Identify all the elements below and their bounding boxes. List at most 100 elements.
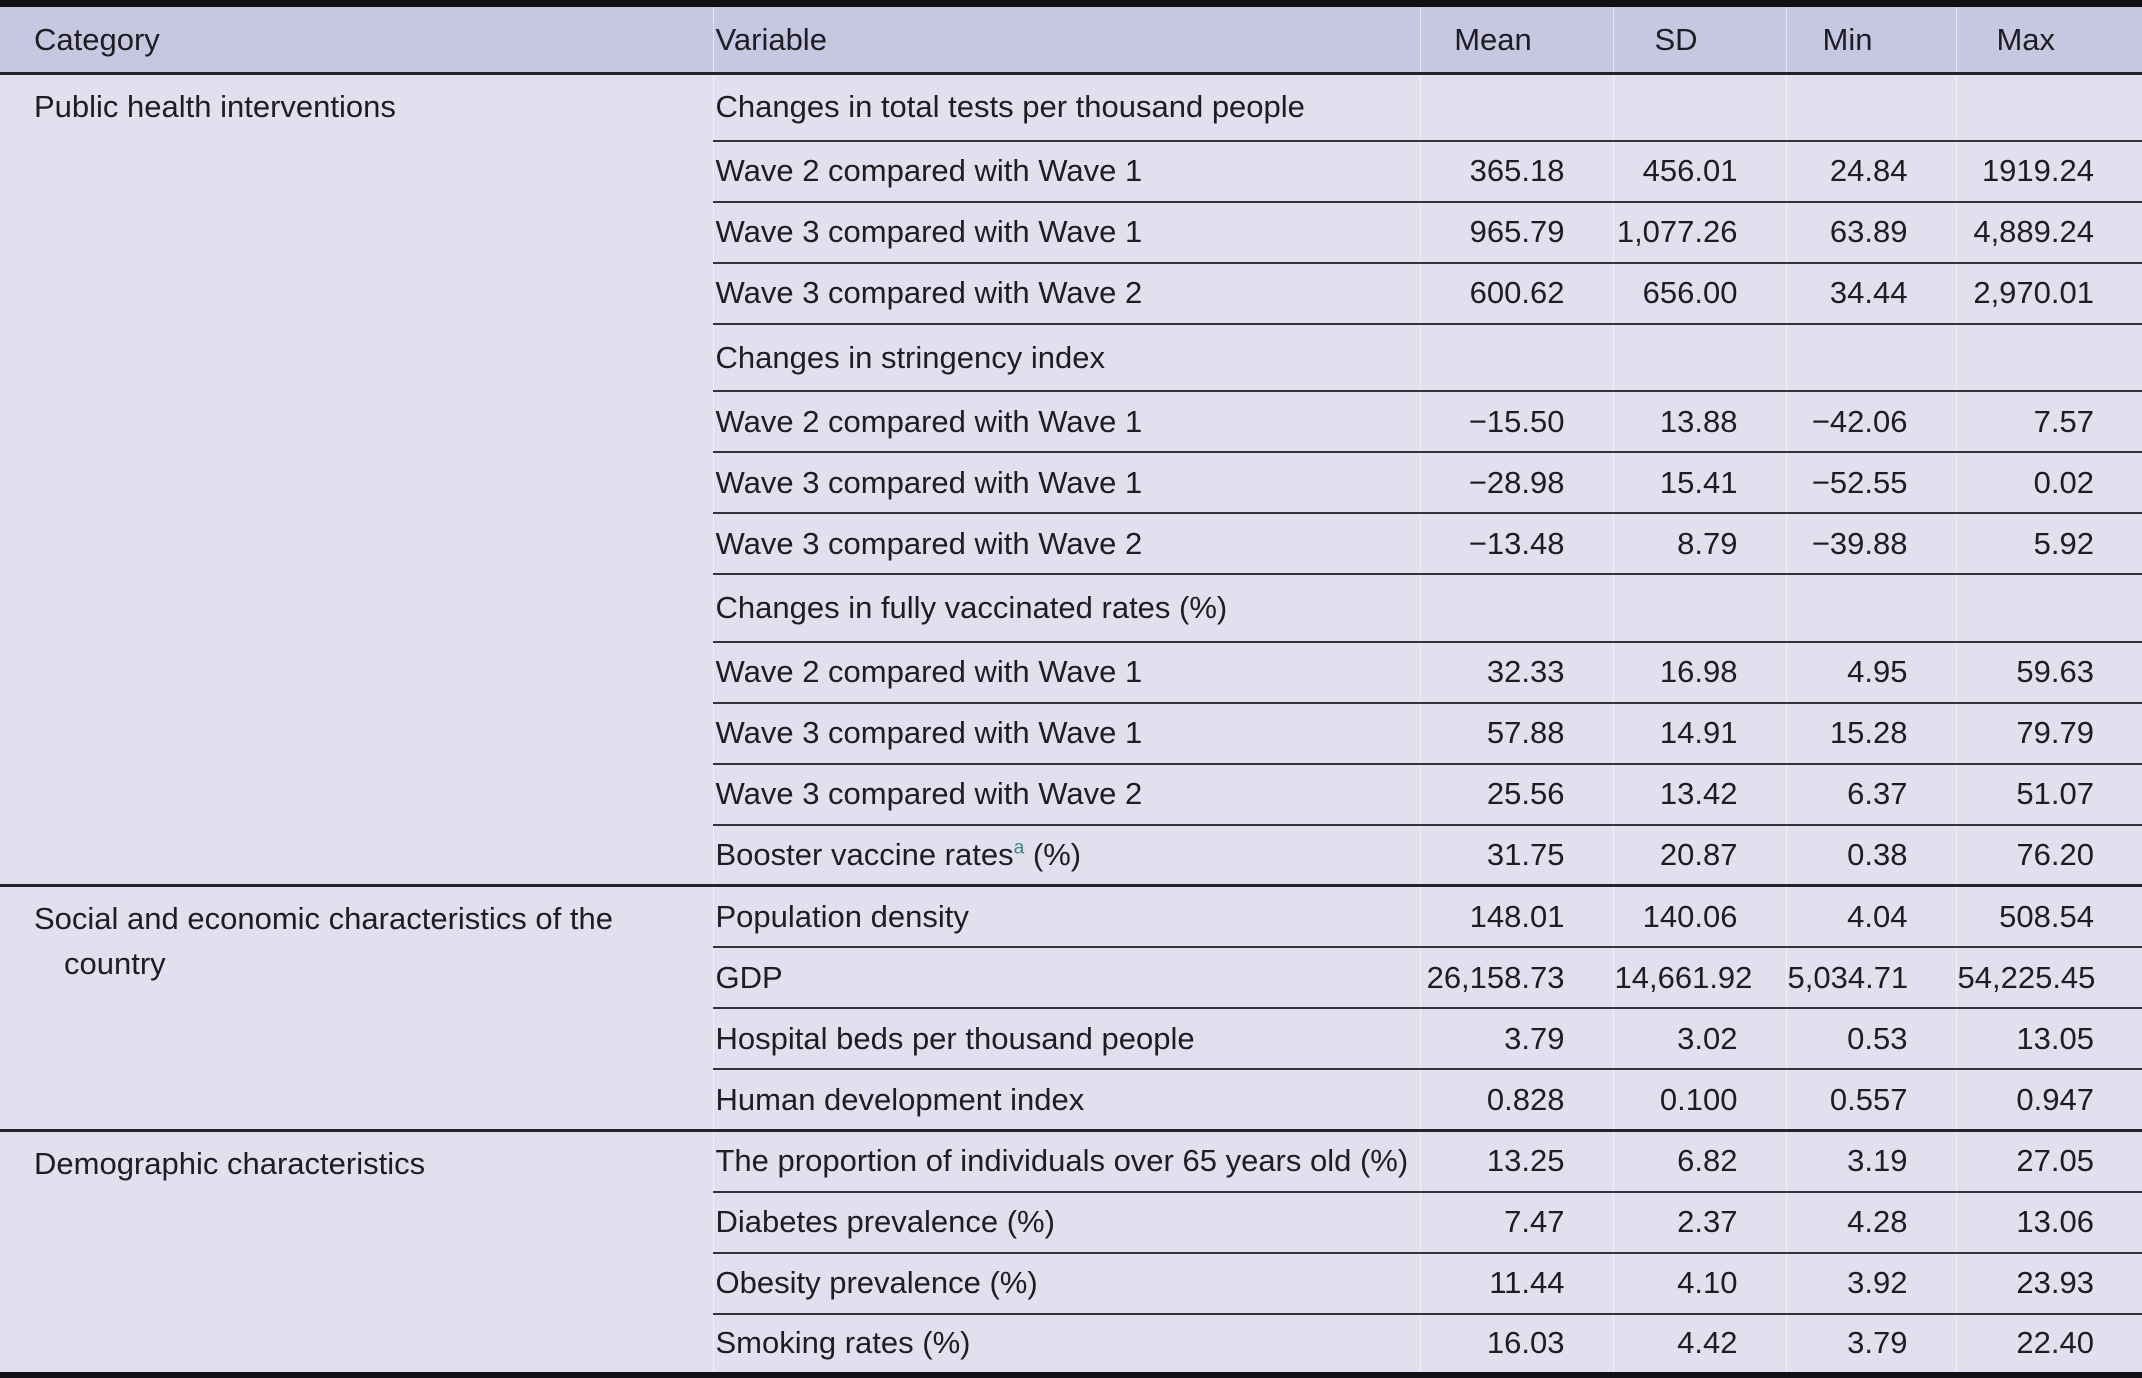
variable-text: Population density — [715, 898, 969, 934]
table-row: Booster vaccine ratesa (%) 31.75 20.87 0.38… — [0, 824, 2142, 888]
category-cell: Public health interventions — [0, 73, 713, 888]
cell-max: 508.54 — [1955, 885, 2142, 949]
table-row: Wave 3 compared with Wave 2 25.56 13.42 6.3… — [0, 763, 2142, 826]
cell-mean: 965.79 — [1419, 201, 1613, 264]
cell-sd: 13.88 — [1612, 391, 1786, 454]
cell-min — [1785, 574, 1956, 643]
variable-label: Wave 2 compared with Wave 1 — [712, 641, 1420, 704]
cell-sd: 4.10 — [1612, 1252, 1786, 1315]
variable-label: Population density — [712, 885, 1420, 949]
variable-label: Wave 3 compared with Wave 1 — [712, 201, 1420, 264]
table-row: Wave 2 compared with Wave 1 365.18 456.01 2… — [0, 140, 2142, 203]
variable-text: Hospital beds per thousand people — [715, 1020, 1195, 1056]
footnote-marker: a — [1013, 837, 1025, 859]
table-row: Wave 3 compared with Wave 2 −13.48 8.79 −39… — [0, 513, 2142, 576]
cell-sd: 16.98 — [1612, 641, 1786, 704]
category-cell: Demographic characteristics — [0, 1130, 713, 1377]
cell-mean: 26,158.73 — [1419, 947, 1613, 1010]
cell-mean: 16.03 — [1419, 1313, 1613, 1375]
cell-max — [1955, 574, 2142, 643]
cell-mean: −28.98 — [1419, 452, 1613, 515]
cell-sd: 140.06 — [1612, 885, 1786, 949]
cell-mean: 32.33 — [1419, 641, 1613, 704]
cell-mean: 3.79 — [1419, 1008, 1613, 1071]
cell-sd — [1612, 574, 1786, 643]
cell-max: 13.05 — [1955, 1008, 2142, 1071]
cell-max: 7.57 — [1955, 391, 2142, 454]
cell-min: 3.92 — [1785, 1252, 1956, 1315]
column-header-category: Category — [0, 3, 713, 75]
cell-sd: 8.79 — [1612, 513, 1786, 576]
variable-label: Wave 2 compared with Wave 1 — [712, 391, 1420, 454]
cell-min: 0.53 — [1785, 1008, 1956, 1071]
table-row: Hospital beds per thousand people 3.79 3.0… — [0, 1008, 2142, 1071]
variable-label: Obesity prevalence (%) — [712, 1252, 1420, 1315]
cell-sd: 20.87 — [1612, 824, 1786, 888]
variable-label: Wave 2 compared with Wave 1 — [712, 140, 1420, 203]
cell-mean: 7.47 — [1419, 1191, 1613, 1254]
cell-max: 2,970.01 — [1955, 262, 2142, 325]
cell-max: 59.63 — [1955, 641, 2142, 704]
cell-max — [1955, 323, 2142, 393]
cell-max: 79.79 — [1955, 702, 2142, 765]
variable-label: GDP — [712, 947, 1420, 1010]
cell-mean: 13.25 — [1419, 1130, 1613, 1193]
column-header-max: Max — [1955, 3, 2142, 75]
variable-text: Smoking rates (%) — [715, 1325, 971, 1361]
cell-min: 63.89 — [1785, 201, 1956, 264]
cell-max: 0.947 — [1955, 1069, 2142, 1132]
cell-min: 3.19 — [1785, 1130, 1956, 1193]
table-row: Wave 3 compared with Wave 1 57.88 14.91 15.… — [0, 702, 2142, 765]
cell-max: 1919.24 — [1955, 140, 2142, 203]
variable-text: Wave 3 compared with Wave 2 — [715, 776, 1143, 812]
variable-label: Hospital beds per thousand people — [712, 1008, 1420, 1071]
variable-text: Changes in fully vaccinated rates (%) — [715, 589, 1228, 625]
cell-max: 0.02 — [1955, 452, 2142, 515]
table-row: Smoking rates (%) 16.03 4.42 3.79 22.40 — [0, 1313, 2142, 1375]
cell-max: 23.93 — [1955, 1252, 2142, 1315]
variable-text: Obesity prevalence (%) — [715, 1265, 1038, 1301]
variable-group-label: Changes in stringency index — [712, 323, 1420, 393]
table-row: Diabetes prevalence (%) 7.47 2.37 4.28 13.06 — [0, 1191, 2142, 1254]
cell-sd: 0.100 — [1612, 1069, 1786, 1132]
variable-label: The proportion of individuals over 65 ye… — [712, 1130, 1420, 1193]
variable-group-row: Changes in stringency index — [0, 323, 2142, 393]
variable-text: Wave 2 compared with Wave 1 — [715, 153, 1143, 189]
cell-min: 4.95 — [1785, 641, 1956, 704]
cell-sd: 4.42 — [1612, 1313, 1786, 1375]
cell-max: 27.05 — [1955, 1130, 2142, 1193]
cell-mean: 0.828 — [1419, 1069, 1613, 1132]
variable-group-row: Changes in fully vaccinated rates (%) — [0, 574, 2142, 643]
variable-text: Wave 3 compared with Wave 2 — [715, 525, 1143, 561]
variable-text: The proportion of individuals over 65 ye… — [715, 1143, 1409, 1179]
cell-min: −39.88 — [1785, 513, 1956, 576]
variable-text: Booster vaccine rates — [715, 837, 1014, 873]
cell-mean — [1419, 73, 1613, 142]
variable-group-label: Changes in fully vaccinated rates (%) — [712, 574, 1420, 643]
header-row: Category Variable Mean SD Min Max — [0, 3, 2142, 75]
variable-label: Wave 3 compared with Wave 2 — [712, 763, 1420, 826]
cell-min: −52.55 — [1785, 452, 1956, 515]
cell-max — [1955, 73, 2142, 142]
cell-mean: 57.88 — [1419, 702, 1613, 765]
cell-mean: 31.75 — [1419, 824, 1613, 888]
cell-sd: 14.91 — [1612, 702, 1786, 765]
variable-label: Booster vaccine ratesa (%) — [712, 824, 1420, 888]
table-row: Social and economic characteristics of t… — [0, 885, 2142, 1132]
cell-mean: −15.50 — [1419, 391, 1613, 454]
cell-max: 22.40 — [1955, 1313, 2142, 1375]
variable-label: Wave 3 compared with Wave 1 — [712, 452, 1420, 515]
variable-text: GDP — [715, 959, 783, 995]
variable-text: Changes in total tests per thousand peop… — [715, 89, 1305, 125]
table-row: Wave 2 compared with Wave 1 32.33 16.98 4.9… — [0, 641, 2142, 704]
cell-max: 54,225.45 — [1955, 947, 2142, 1010]
variable-text: Wave 2 compared with Wave 1 — [715, 403, 1143, 439]
cell-sd: 1,077.26 — [1612, 201, 1786, 264]
variable-label: Human development index — [712, 1069, 1420, 1132]
cell-min: 0.38 — [1785, 824, 1956, 888]
variable-label: Diabetes prevalence (%) — [712, 1191, 1420, 1254]
cell-mean: −13.48 — [1419, 513, 1613, 576]
cell-max: 4,889.24 — [1955, 201, 2142, 264]
cell-sd: 13.42 — [1612, 763, 1786, 826]
cell-min: 15.28 — [1785, 702, 1956, 765]
